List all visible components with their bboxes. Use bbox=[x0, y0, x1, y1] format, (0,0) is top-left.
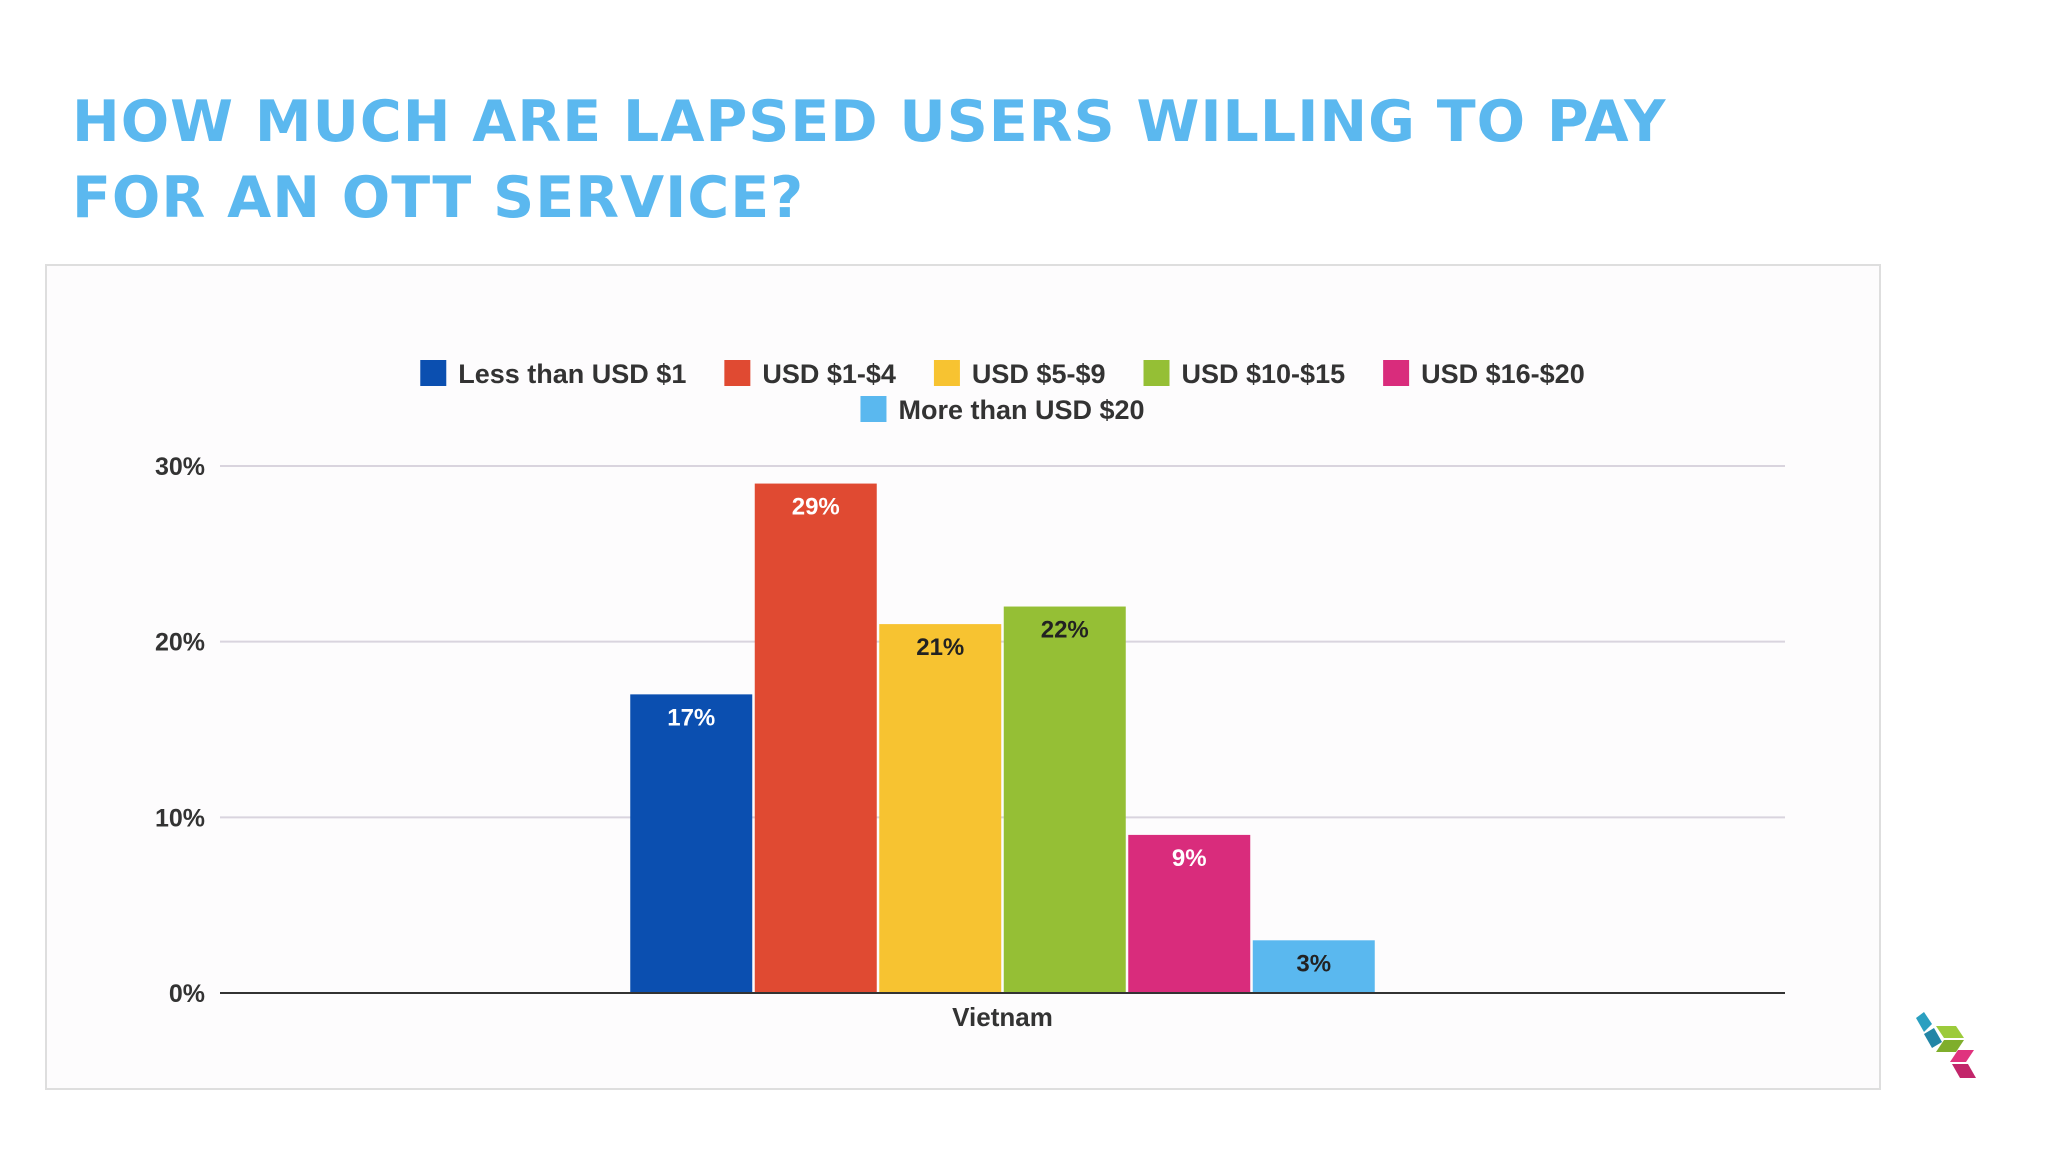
legend-label: USD $16-$20 bbox=[1421, 359, 1585, 389]
bar bbox=[1252, 940, 1375, 993]
legend-label: Less than USD $1 bbox=[458, 359, 686, 389]
data-label: 21% bbox=[916, 634, 964, 661]
bar bbox=[754, 483, 877, 993]
y-tick-label: 30% bbox=[155, 453, 205, 481]
bar bbox=[1003, 606, 1126, 993]
bar bbox=[1128, 834, 1251, 993]
data-label: 9% bbox=[1172, 845, 1207, 872]
data-label: 22% bbox=[1041, 617, 1089, 644]
legend-label: USD $1-$4 bbox=[762, 359, 896, 389]
logo-piece-green bbox=[1936, 1026, 1964, 1038]
logo-piece-teal bbox=[1916, 1012, 1932, 1032]
title-line-1: HOW MUCH ARE LAPSED USERS WILLING TO PAY bbox=[72, 89, 1667, 155]
page-title: HOW MUCH ARE LAPSED USERS WILLING TO PAY… bbox=[72, 84, 1912, 236]
bar bbox=[630, 694, 753, 993]
legend-swatch bbox=[1143, 360, 1170, 386]
legend-label: USD $5-$9 bbox=[972, 359, 1106, 389]
legend-label: USD $10-$15 bbox=[1182, 359, 1346, 389]
legend-label: More than USD $20 bbox=[898, 395, 1144, 425]
y-tick-label: 10% bbox=[155, 804, 205, 832]
bar-chart: 0% 10% 20% 30% 17% 29% 21% 22% 9% 3% Vietnam Less t… bbox=[155, 359, 1785, 1032]
legend-swatch bbox=[1383, 360, 1410, 386]
logo-piece-green-dark bbox=[1936, 1040, 1964, 1052]
data-label: 17% bbox=[667, 704, 715, 731]
logo-piece-pink bbox=[1950, 1050, 1974, 1062]
legend-swatch bbox=[420, 360, 447, 386]
y-tick-label: 20% bbox=[155, 629, 205, 657]
title-line-2: FOR AN OTT SERVICE? bbox=[72, 165, 805, 231]
data-label: 3% bbox=[1296, 950, 1331, 977]
legend-swatch bbox=[933, 360, 960, 386]
y-tick-label: 0% bbox=[169, 980, 205, 1008]
bar bbox=[879, 624, 1002, 993]
x-category-label: Vietnam bbox=[952, 1002, 1053, 1032]
chart-frame: 0% 10% 20% 30% 17% 29% 21% 22% 9% 3% Vietnam Less t… bbox=[45, 264, 1881, 1090]
legend-swatch bbox=[724, 360, 751, 386]
logo-piece-teal-dark bbox=[1924, 1028, 1942, 1048]
logo-piece-pink-dark bbox=[1952, 1064, 1976, 1078]
brand-logo-icon bbox=[1916, 1012, 1976, 1078]
legend-swatch bbox=[860, 396, 887, 422]
data-label: 29% bbox=[792, 494, 840, 521]
